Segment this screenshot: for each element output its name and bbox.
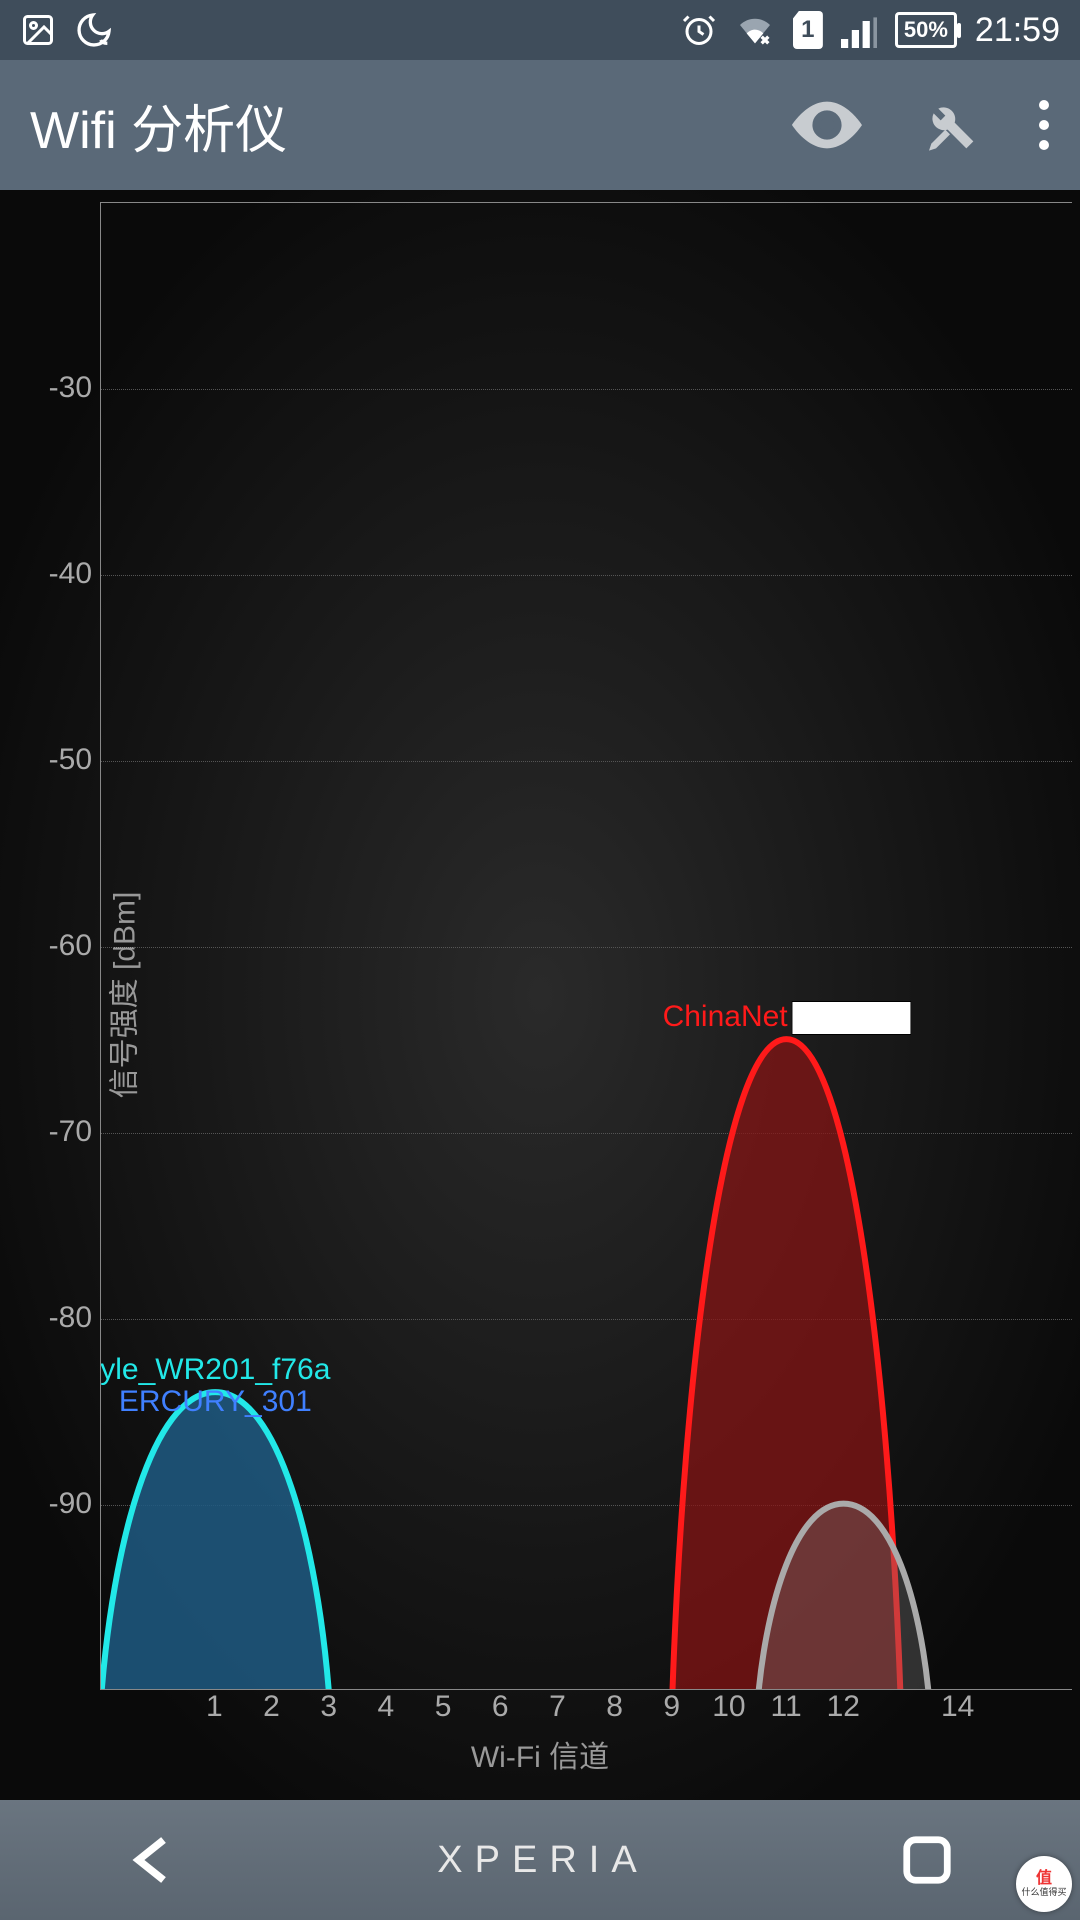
app-bar: Wifi 分析仪	[0, 60, 1080, 190]
x-tick: 14	[941, 1690, 974, 1724]
x-tick: 3	[320, 1690, 337, 1724]
watermark-bottom: 什么值得买	[1021, 1888, 1066, 1898]
x-tick: 5	[435, 1690, 452, 1724]
chart-area: 信号强度 [dBm] yle_WR201_f76aERCURY_301China…	[0, 190, 1080, 1800]
home-brand[interactable]: XPERIA	[437, 1839, 648, 1882]
tools-icon[interactable]	[922, 97, 978, 153]
y-tick: -80	[12, 1301, 92, 1335]
x-tick: 2	[263, 1690, 280, 1724]
alarm-icon	[681, 12, 717, 48]
plot-region[interactable]: yle_WR201_f76aERCURY_301 ChinaNet	[100, 202, 1072, 1690]
status-right: 1 50% 21:59	[681, 11, 1060, 50]
sim-number: 1	[801, 16, 814, 44]
status-left	[20, 10, 114, 50]
moon-icon	[74, 10, 114, 50]
x-tick: 10	[712, 1690, 745, 1724]
battery-pct: 50%	[904, 17, 948, 43]
app-title: Wifi 分析仪	[30, 88, 287, 163]
watermark-top: 值	[1036, 1870, 1052, 1888]
battery-icon: 50%	[895, 12, 957, 48]
nav-bar: XPERIA	[0, 1800, 1080, 1920]
eye-icon[interactable]	[792, 100, 862, 150]
x-tick: 8	[606, 1690, 623, 1724]
back-button[interactable]	[126, 1830, 186, 1890]
recent-button[interactable]	[900, 1833, 954, 1887]
redacted-box	[792, 1001, 912, 1035]
network-label: ChinaNet	[663, 1000, 912, 1035]
y-tick: -40	[12, 557, 92, 591]
app-actions	[792, 97, 1050, 153]
picture-icon	[20, 12, 56, 48]
x-tick: 11	[771, 1690, 802, 1724]
y-tick: -70	[12, 1115, 92, 1149]
clock: 21:59	[975, 11, 1060, 50]
x-ticks: 12345678910111214	[100, 1690, 1072, 1730]
menu-overflow-icon[interactable]	[1038, 100, 1050, 150]
x-tick: 7	[549, 1690, 566, 1724]
status-bar: 1 50% 21:59	[0, 0, 1080, 60]
y-tick: -60	[12, 929, 92, 963]
y-tick: -50	[12, 743, 92, 777]
x-tick: 6	[492, 1690, 509, 1724]
y-tick: -90	[12, 1487, 92, 1521]
x-tick: 12	[827, 1690, 860, 1724]
network-label: yle_WR201_f76a	[100, 1353, 330, 1387]
x-tick: 4	[378, 1690, 395, 1724]
signal-icon	[841, 12, 877, 48]
x-tick: 9	[663, 1690, 680, 1724]
sim-icon: 1	[793, 11, 823, 49]
x-tick: 1	[206, 1690, 223, 1724]
wifi-icon	[735, 12, 775, 48]
network-curve	[101, 1392, 329, 1689]
watermark: 值 什么值得买	[1016, 1856, 1072, 1912]
x-axis-label: Wi-Fi 信道	[471, 1732, 609, 1776]
y-tick: -30	[12, 371, 92, 405]
network-label-secondary: ERCURY_301	[119, 1385, 312, 1419]
signal-curves	[101, 203, 1072, 1689]
